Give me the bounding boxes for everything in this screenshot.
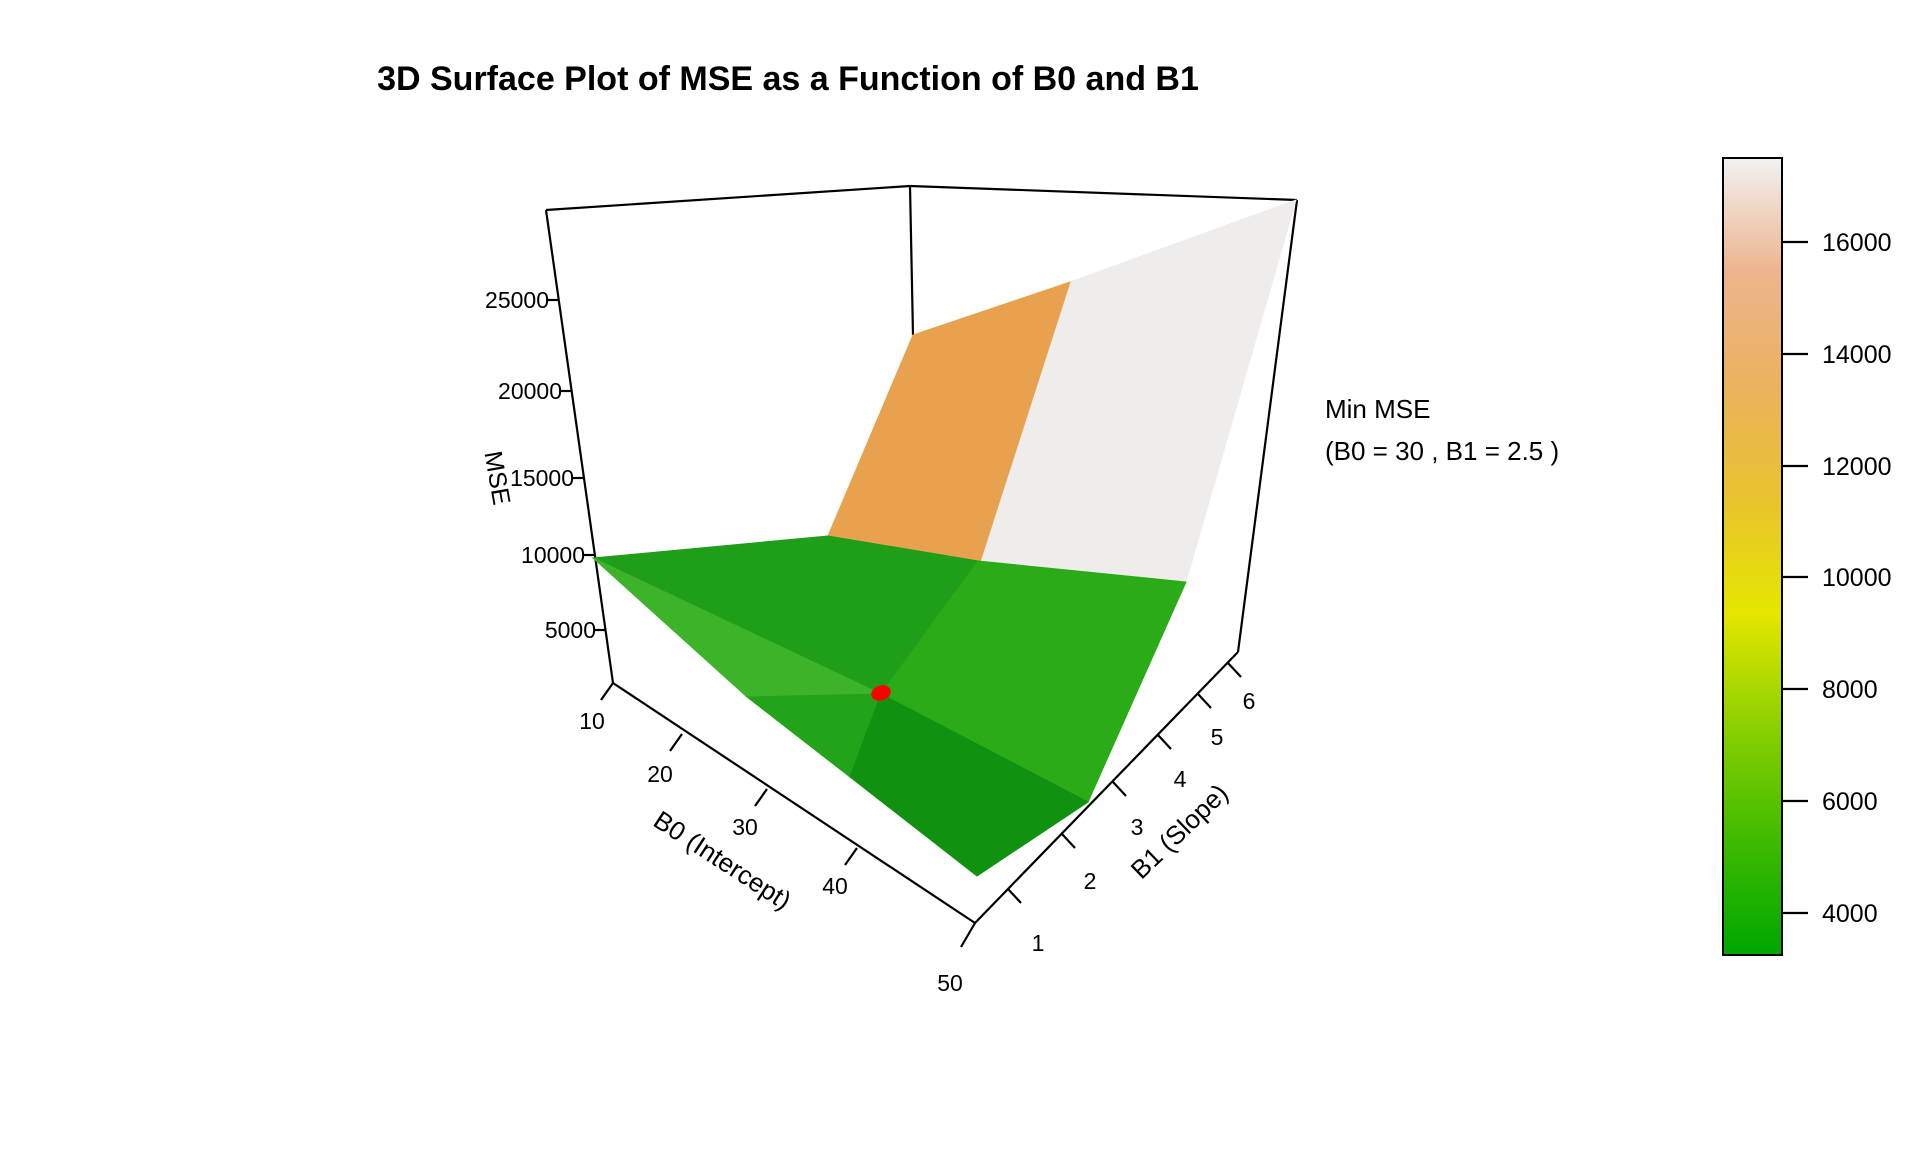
b0-tick-10	[600, 682, 614, 701]
box-right-vertical-edge	[1236, 199, 1299, 653]
box-left-vertical-edge-z-axis	[544, 209, 615, 684]
b1-tick-3	[1112, 781, 1127, 797]
b0-tick-40	[844, 847, 858, 866]
box-top-left-edge	[545, 184, 911, 212]
chart-title: 3D Surface Plot of MSE as a Function of …	[377, 60, 1199, 98]
b1-tick-5	[1197, 693, 1212, 709]
b0-tick-20	[669, 733, 683, 752]
b1-tick-4	[1157, 734, 1172, 750]
cb-tick-label: 4000	[1822, 900, 1878, 928]
b1-tick-label: 5	[1211, 724, 1224, 750]
b1-tick-2	[1061, 833, 1076, 849]
b0-tick-30	[754, 788, 768, 807]
z-tick-label: 5000	[545, 617, 596, 643]
box-top-right-edge	[909, 184, 1298, 202]
b1-tick-1	[1007, 888, 1022, 904]
z-axis: 5000 10000 15000 20000 25000 MSE	[479, 287, 606, 643]
b0-tick-label: 40	[822, 873, 848, 899]
cb-tick-label: 16000	[1822, 229, 1892, 257]
min-mse-point	[871, 685, 891, 701]
cb-tick-label: 10000	[1822, 564, 1892, 592]
b1-tick-label: 2	[1084, 868, 1097, 894]
box-floor-front-left-edge-b0-axis	[612, 682, 976, 924]
b1-tick-6	[1227, 662, 1242, 678]
colorbar: 16000 14000 12000 10000 8000 6000 4000	[1722, 157, 1892, 956]
z-tick-label: 10000	[521, 542, 585, 568]
cb-tick-label: 14000	[1822, 341, 1892, 369]
b0-tick-label: 10	[579, 708, 605, 734]
box-floor-front-right-edge-b1-axis	[974, 651, 1239, 924]
mse-surface	[591, 199, 1297, 877]
b0-tick-label: 20	[647, 761, 673, 787]
colorbar-swatch	[1722, 157, 1783, 956]
z-tick-label: 15000	[510, 465, 574, 491]
annotation-line2: (B0 = 30 , B1 = 2.5 )	[1325, 436, 1559, 466]
b1-tick-label: 3	[1131, 814, 1144, 840]
z-tick-label: 25000	[485, 287, 549, 313]
b0-tick-label: 30	[732, 814, 758, 840]
z-tick-label: 20000	[498, 378, 562, 404]
box-rear-vertical-edge	[908, 185, 915, 336]
b1-tick-label: 1	[1032, 930, 1045, 956]
b1-tick-label: 6	[1243, 688, 1256, 714]
cb-tick-label: 8000	[1822, 676, 1878, 704]
b0-tick-label: 50	[937, 970, 963, 996]
z-axis-title: MSE	[479, 449, 516, 507]
cb-tick-label: 6000	[1822, 788, 1878, 816]
cb-tick-label: 12000	[1822, 453, 1892, 481]
min-mse-annotation: Min MSE (B0 = 30 , B1 = 2.5 )	[1325, 394, 1559, 466]
b0-axis-title: B0 (Intercept)	[648, 805, 796, 916]
plot-box	[544, 184, 1299, 924]
annotation-line1: Min MSE	[1325, 394, 1430, 424]
b1-tick-label: 4	[1174, 766, 1187, 792]
green-bottom-dark	[849, 693, 1089, 877]
b0-tick-50	[960, 922, 976, 948]
